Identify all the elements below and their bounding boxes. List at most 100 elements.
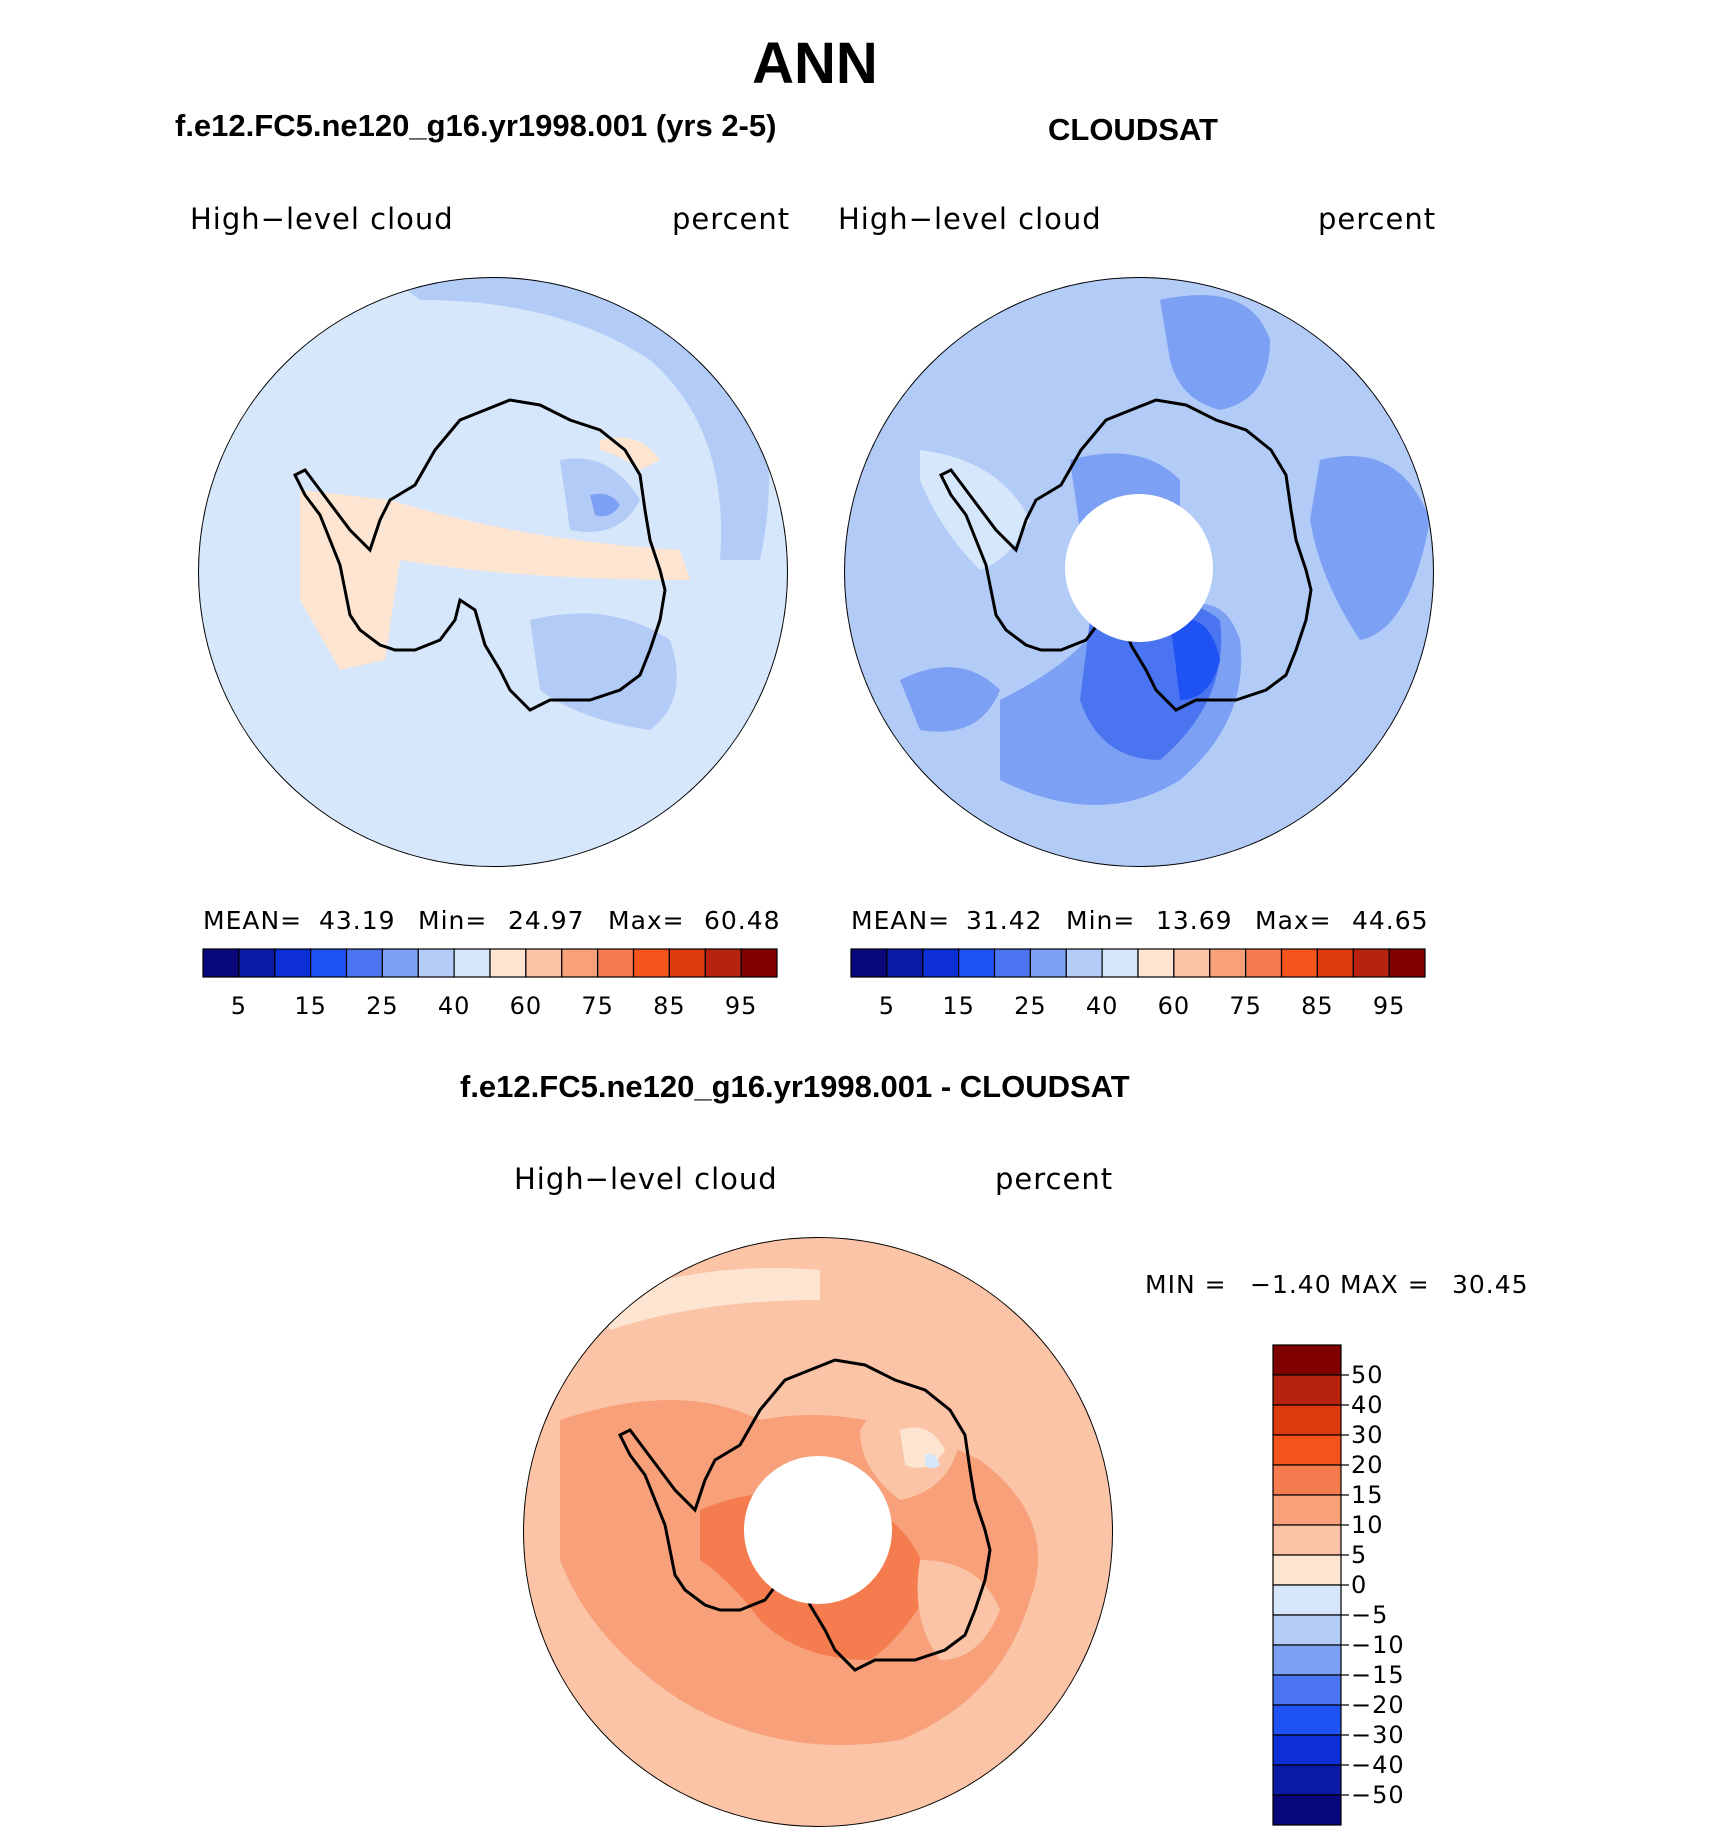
model-colorbar-tick-label: 5 bbox=[231, 992, 247, 1020]
obs-mean-value: 31.42 bbox=[966, 906, 1043, 935]
model-colorbar-swatch bbox=[597, 948, 635, 978]
model-colorbar-swatch bbox=[632, 948, 670, 978]
diff-colorbar-swatch bbox=[1272, 1434, 1342, 1466]
obs-panel-title: CLOUDSAT bbox=[1048, 112, 1218, 147]
diff-colorbar-tick-label: 10 bbox=[1351, 1511, 1384, 1539]
model-map bbox=[198, 277, 788, 867]
model-colorbar-swatch bbox=[345, 948, 383, 978]
diff-colorbar-tick-label: −30 bbox=[1351, 1721, 1405, 1749]
diff-panel-title: f.e12.FC5.ne120_g16.yr1998.001 - CLOUDSA… bbox=[460, 1069, 1130, 1104]
model-colorbar-swatch bbox=[525, 948, 563, 978]
diff-colorbar-swatch bbox=[1272, 1494, 1342, 1526]
model-colorbar-tick-label: 75 bbox=[581, 992, 614, 1020]
model-units-label: percent bbox=[672, 202, 791, 236]
obs-colorbar-tick-label: 40 bbox=[1086, 992, 1119, 1020]
diff-min-label: MIN = bbox=[1145, 1270, 1227, 1299]
model-colorbar-swatch bbox=[668, 948, 706, 978]
obs-colorbar-swatch bbox=[1280, 948, 1318, 978]
diff-colorbar-tick-label: −10 bbox=[1351, 1631, 1405, 1659]
figure-title: ANN bbox=[752, 31, 878, 96]
obs-colorbar-tick-label: 25 bbox=[1014, 992, 1047, 1020]
diff-colorbar-tick-label: −50 bbox=[1351, 1781, 1405, 1809]
model-colorbar-swatch bbox=[274, 948, 312, 978]
obs-colorbar-tick-label: 15 bbox=[942, 992, 975, 1020]
obs-colorbar: 5 15 25 40 60 75 85 95 bbox=[850, 948, 1426, 1020]
model-colorbar-tick-label: 85 bbox=[653, 992, 686, 1020]
diff-colorbar-swatch bbox=[1272, 1674, 1342, 1706]
model-colorbar-tick-label: 25 bbox=[366, 992, 399, 1020]
diff-colorbar-swatch bbox=[1272, 1404, 1342, 1436]
model-min-label: Min= bbox=[418, 906, 488, 935]
obs-colorbar-swatch bbox=[1352, 948, 1390, 978]
diff-colorbar-swatch bbox=[1272, 1524, 1342, 1556]
model-max-value: 60.48 bbox=[704, 906, 781, 935]
model-colorbar-swatch bbox=[489, 948, 527, 978]
model-colorbar-swatch bbox=[453, 948, 491, 978]
diff-colorbar-swatch bbox=[1272, 1554, 1342, 1586]
diff-colorbar-tick-label: 5 bbox=[1351, 1541, 1367, 1569]
obs-min-label: Min= bbox=[1066, 906, 1136, 935]
obs-map bbox=[844, 277, 1434, 867]
diff-colorbar-swatch bbox=[1272, 1734, 1342, 1766]
diff-colorbar-swatch bbox=[1272, 1764, 1342, 1796]
model-min-value: 24.97 bbox=[508, 906, 585, 935]
obs-colorbar-tick-label: 95 bbox=[1373, 992, 1406, 1020]
model-colorbar: 5 15 25 40 60 75 85 95 bbox=[202, 948, 778, 1020]
obs-colorbar-tick-label: 5 bbox=[879, 992, 895, 1020]
obs-colorbar-swatch bbox=[1173, 948, 1211, 978]
model-colorbar-tick-label: 40 bbox=[438, 992, 471, 1020]
obs-colorbar-tick-label: 60 bbox=[1158, 992, 1191, 1020]
obs-max-label: Max= bbox=[1255, 906, 1332, 935]
model-colorbar-tick-label: 95 bbox=[725, 992, 758, 1020]
model-colorbar-swatch bbox=[704, 948, 742, 978]
diff-colorbar-tick-label: 15 bbox=[1351, 1481, 1384, 1509]
obs-min-value: 13.69 bbox=[1156, 906, 1233, 935]
diff-colorbar-tick-label: −40 bbox=[1351, 1751, 1405, 1779]
model-panel-title: f.e12.FC5.ne120_g16.yr1998.001 (yrs 2-5) bbox=[175, 108, 777, 143]
obs-colorbar-tick-label: 85 bbox=[1301, 992, 1334, 1020]
diff-colorbar-tick-label: −15 bbox=[1351, 1661, 1405, 1689]
obs-colorbar-swatch bbox=[922, 948, 960, 978]
obs-colorbar-swatch bbox=[850, 948, 888, 978]
obs-colorbar-swatch bbox=[958, 948, 996, 978]
model-colorbar-swatch bbox=[740, 948, 778, 978]
diff-colorbar-tick-label: 0 bbox=[1351, 1571, 1367, 1599]
diff-max-label: MAX = bbox=[1340, 1270, 1430, 1299]
model-colorbar-swatch bbox=[202, 948, 240, 978]
obs-colorbar-swatch bbox=[1245, 948, 1283, 978]
diff-colorbar-swatch bbox=[1272, 1584, 1342, 1616]
obs-colorbar-swatch bbox=[993, 948, 1031, 978]
obs-max-value: 44.65 bbox=[1352, 906, 1429, 935]
diff-colorbar-swatch bbox=[1272, 1794, 1342, 1826]
diff-colorbar-tick-label: −5 bbox=[1351, 1601, 1388, 1629]
diff-map bbox=[523, 1237, 1113, 1827]
diff-colorbar-swatch bbox=[1272, 1344, 1342, 1376]
model-mean-label: MEAN= bbox=[203, 906, 303, 935]
diff-colorbar-swatch bbox=[1272, 1614, 1342, 1646]
model-colorbar-swatch bbox=[381, 948, 419, 978]
diff-colorbar-swatch bbox=[1272, 1464, 1342, 1496]
diff-variable-label: High−level cloud bbox=[514, 1162, 778, 1196]
model-colorbar-swatch bbox=[310, 948, 348, 978]
diff-max-value: 30.45 bbox=[1452, 1270, 1529, 1299]
obs-colorbar-tick-label: 75 bbox=[1229, 992, 1262, 1020]
obs-colorbar-swatch bbox=[1065, 948, 1103, 978]
model-variable-label: High−level cloud bbox=[190, 202, 454, 236]
model-mean-value: 43.19 bbox=[319, 906, 396, 935]
diff-min-value: −1.40 bbox=[1250, 1270, 1332, 1299]
obs-colorbar-swatch bbox=[1316, 948, 1354, 978]
diff-colorbar-tick-label: 30 bbox=[1351, 1421, 1384, 1449]
diff-units-label: percent bbox=[995, 1162, 1114, 1196]
obs-colorbar-swatch bbox=[1029, 948, 1067, 978]
model-colorbar-swatch bbox=[238, 948, 276, 978]
diff-colorbar-swatch bbox=[1272, 1374, 1342, 1406]
obs-colorbar-swatch bbox=[886, 948, 924, 978]
model-colorbar-swatch bbox=[561, 948, 599, 978]
obs-colorbar-swatch bbox=[1101, 948, 1139, 978]
model-colorbar-tick-label: 15 bbox=[294, 992, 327, 1020]
obs-units-label: percent bbox=[1318, 202, 1437, 236]
model-colorbar-tick-label: 60 bbox=[510, 992, 543, 1020]
obs-colorbar-swatch bbox=[1209, 948, 1247, 978]
obs-variable-label: High−level cloud bbox=[838, 202, 1102, 236]
